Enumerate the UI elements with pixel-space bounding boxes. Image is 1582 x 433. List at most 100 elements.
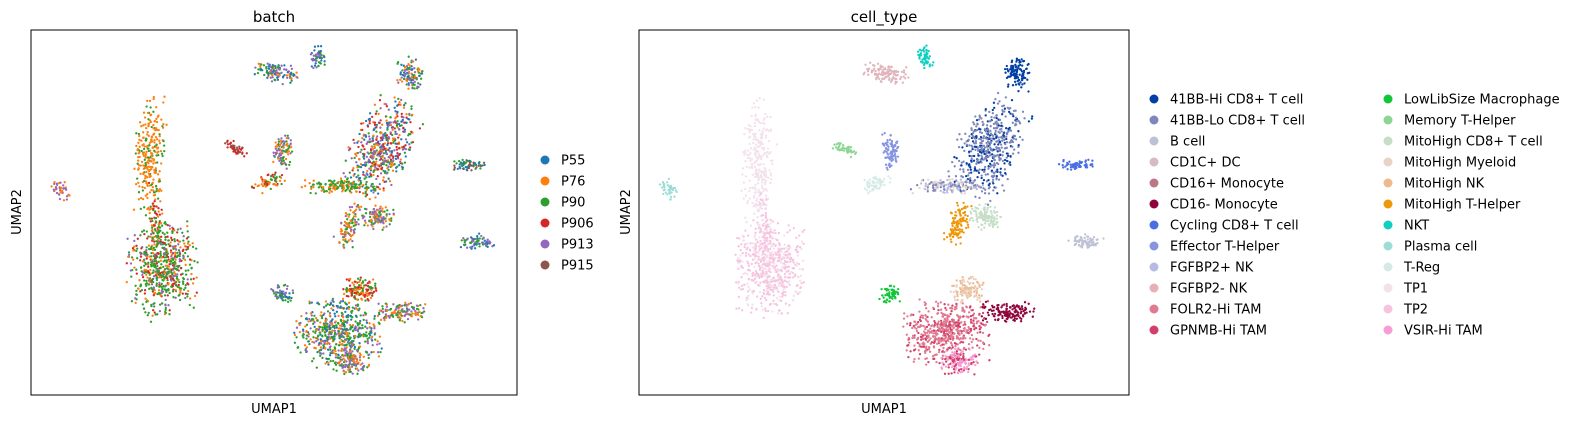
scatter-point [371,137,373,139]
scatter-point [390,217,392,219]
scatter-point [408,133,410,135]
scatter-point [160,274,162,276]
scatter-point [350,176,352,178]
scatter-point [336,305,338,307]
scatter-point [1013,72,1015,74]
scatter-point [275,291,277,293]
scatter-point [753,213,755,215]
scatter-point [753,102,755,104]
scatter-point [144,187,146,189]
scatter-point [281,174,283,176]
scatter-point [349,349,351,351]
scatter-point [772,284,774,286]
scatter-point [350,371,352,373]
scatter-point [370,297,372,299]
scatter-point [771,244,773,246]
scatter-point [1011,99,1013,101]
scatter-point [892,76,894,78]
scatter-point [347,341,349,343]
scatter-point [765,214,767,216]
scatter-point [224,142,226,144]
scatter-point [309,182,311,184]
scatter-point [780,312,782,314]
scatter-point [340,300,342,302]
scatter-point [404,302,406,304]
scatter-point [291,80,293,82]
scatter-point [881,69,883,71]
scatter-point [788,224,790,226]
scatter-point [345,189,347,191]
scatter-point [766,229,768,231]
scatter-point [289,161,291,163]
scatter-point [156,282,158,284]
scatter-point [350,352,352,354]
scatter-point [876,74,878,76]
scatter-point [56,192,58,194]
scatter-point [459,163,461,165]
scatter-point [375,139,377,141]
scatter-point [373,327,375,329]
scatter-point [778,284,780,286]
scatter-point [480,165,482,167]
scatter-point [398,134,400,136]
scatter-point [353,284,355,286]
scatter-point [891,78,893,80]
scatter-point [152,272,154,274]
scatter-point [379,99,381,101]
scatter-point [871,71,873,73]
scatter-point [160,190,162,192]
scatter-point [394,127,396,129]
scatter-point [757,252,759,254]
scatter-point [401,124,403,126]
legend-marker [541,198,550,207]
scatter-point [753,258,755,260]
scatter-point [192,246,194,248]
scatter-point [284,293,286,295]
scatter-point [146,237,148,239]
scatter-point [152,202,154,204]
scatter-point [390,308,392,310]
scatter-point [353,225,355,227]
scatter-point [160,260,162,262]
scatter-point [362,171,364,173]
scatter-point [749,255,751,257]
scatter-point [362,122,364,124]
scatter-point [780,279,782,281]
scatter-point [469,165,471,167]
scatter-point [324,340,326,342]
scatter-point [771,278,773,280]
scatter-point [385,152,387,154]
scatter-point [374,196,376,198]
scatter-point [754,234,756,236]
scatter-point [238,145,240,147]
scatter-point [346,337,348,339]
scatter-point [754,191,756,193]
scatter-point [355,152,357,154]
scatter-point [186,220,188,222]
scatter-point [356,221,358,223]
scatter-point [764,275,766,277]
scatter-point [274,73,276,75]
scatter-point [184,252,186,254]
scatter-point [142,172,144,174]
scatter-point [401,320,403,322]
scatter-point [381,163,383,165]
scatter-point [155,205,157,207]
scatter-point [1004,172,1006,174]
scatter-point [769,269,771,271]
scatter-point [385,180,387,182]
scatter-point [354,219,356,221]
scatter-point [67,194,69,196]
scatter-point [341,343,343,345]
scatter-point [162,241,164,243]
scatter-point [305,337,307,339]
scatter-point [137,182,139,184]
scatter-point [357,179,359,181]
scatter-point [1000,174,1002,176]
scatter-point [780,300,782,302]
scatter-point [326,330,328,332]
scatter-point [319,326,321,328]
scatter-point [765,212,767,214]
scatter-point [375,158,377,160]
scatter-point [755,168,757,170]
